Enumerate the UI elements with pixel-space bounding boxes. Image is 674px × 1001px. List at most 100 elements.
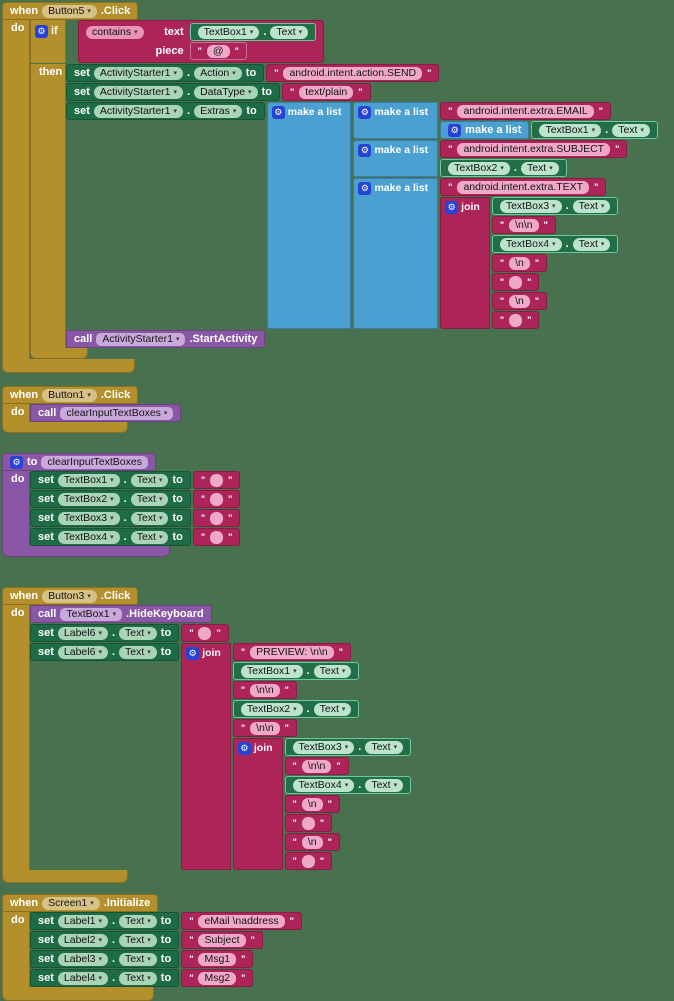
text-string-block[interactable]: \n\n (284, 757, 349, 775)
property-dropdown[interactable]: Text ▾ (119, 626, 157, 640)
list-spine[interactable]: ⚙ make a list (353, 102, 439, 139)
event-block-header[interactable]: when Screen1 ▾ .Initialize (2, 894, 159, 912)
property-dropdown[interactable]: Text ▾ (130, 511, 169, 525)
text-string-block[interactable]: \n\n (232, 719, 297, 737)
string-value[interactable]: \n\n (301, 759, 332, 773)
string-value[interactable]: \n (301, 835, 323, 849)
set-property-block[interactable]: set ActivityStarter1 ▾ . DataType ▾ to (66, 83, 280, 101)
component-dropdown[interactable]: Label4 ▾ (57, 971, 108, 985)
mutator-gear-icon[interactable]: ⚙ (448, 123, 462, 137)
property-dropdown[interactable]: DataType ▾ (194, 85, 258, 99)
getter-block[interactable]: TextBox2 ▾ . Text ▾ (232, 700, 360, 718)
set-property-block[interactable]: set Label2 ▾ . Text ▾ to (30, 931, 180, 949)
getter-block[interactable]: TextBox4 ▾ . Text ▾ (284, 776, 412, 794)
component-dropdown[interactable]: TextBox4 ▾ (57, 530, 120, 544)
set-property-block[interactable]: set TextBox2 ▾ . Text ▾ to (30, 490, 191, 508)
component-dropdown[interactable]: Button5 ▾ (42, 4, 97, 18)
text-string-block[interactable]: \n (284, 833, 340, 851)
component-dropdown[interactable]: ActivityStarter1 ▾ (93, 66, 184, 80)
component-dropdown[interactable]: TextBox1 ▾ (240, 664, 303, 678)
property-dropdown[interactable]: Text ▾ (572, 237, 611, 251)
string-value[interactable] (301, 854, 315, 868)
list-spine[interactable]: ⚙ make a list (353, 178, 439, 329)
text-string-block[interactable]: android.intent.extra.EMAIL (440, 102, 612, 120)
getter-block[interactable]: TextBox1 ▾ . Text ▾ (189, 23, 317, 41)
property-dropdown[interactable]: Text ▾ (313, 664, 352, 678)
join-block[interactable]: ⚙join TextBox3▾ . Text▾ \n\n Te (232, 738, 412, 870)
string-value[interactable] (210, 530, 224, 544)
mutator-gear-icon[interactable]: ⚙ (237, 741, 251, 755)
property-dropdown[interactable]: Text ▾ (365, 778, 404, 792)
string-value[interactable]: text/plain (299, 85, 354, 99)
text-string-block[interactable]: android.intent.action.SEND (266, 64, 440, 82)
component-dropdown[interactable]: TextBox1 ▾ (60, 607, 123, 621)
when-screen1-initialize-block[interactable]: when Screen1 ▾ .Initialize do set Label1 ▾… (2, 894, 302, 1001)
make-a-list-block[interactable]: ⚙ make a list TextBox1 ▾ . Text ▾ (440, 121, 658, 139)
event-block-foot[interactable] (2, 359, 135, 373)
getter-block[interactable]: TextBox2 ▾ . Text ▾ (440, 159, 567, 177)
make-a-list-block[interactable]: ⚙make a list android.intent.extra.EMAIL … (353, 102, 658, 139)
procedure-header[interactable]: ⚙ to clearInputTextBoxes (2, 453, 156, 471)
string-value[interactable] (210, 473, 224, 487)
when-button5-click-block[interactable]: when Button5 ▾ .Click do ⚙ if contains ▾ te… (2, 2, 658, 373)
getter-block[interactable]: TextBox1 ▾ . Text ▾ (531, 121, 658, 139)
if-spine[interactable]: ⚙ if (30, 20, 66, 63)
mutator-gear-icon[interactable]: ⚙ (10, 455, 23, 469)
text-string-block[interactable]: PREVIEW: \n\n (232, 643, 352, 661)
procedure-definition-block[interactable]: ⚙ to clearInputTextBoxes do set TextBox1… (2, 453, 241, 557)
set-property-block[interactable]: set Label3 ▾ . Text ▾ to (30, 950, 180, 968)
getter-block[interactable]: TextBox3 ▾ . Text ▾ (491, 197, 619, 215)
string-value[interactable]: Msg1 (198, 952, 237, 966)
do-spine[interactable]: do (2, 605, 30, 870)
component-dropdown[interactable]: Button3 ▾ (42, 589, 97, 603)
text-string-block[interactable]: Msg2 (181, 969, 254, 987)
property-dropdown[interactable]: Text ▾ (130, 492, 169, 506)
mutator-gear-icon[interactable]: ⚙ (358, 105, 372, 119)
string-value[interactable]: \n (301, 797, 323, 811)
string-value[interactable] (210, 492, 224, 506)
text-string-block[interactable] (284, 814, 333, 832)
component-dropdown[interactable]: ActivityStarter1 ▾ (93, 85, 184, 99)
mutator-gear-icon[interactable]: ⚙ (271, 105, 285, 119)
string-value[interactable]: Subject (198, 933, 246, 947)
text-string-block[interactable]: @ (189, 42, 247, 60)
string-value[interactable]: PREVIEW: \n\n (250, 645, 334, 659)
text-string-block[interactable]: text/plain (281, 83, 371, 101)
property-dropdown[interactable]: Text ▾ (612, 123, 650, 137)
join-block[interactable]: ⚙ join TextBox3 ▾ . Text ▾ (440, 197, 619, 329)
text-string-block[interactable]: eMail \naddress (181, 912, 302, 930)
property-dropdown[interactable]: Text ▾ (119, 933, 157, 947)
property-dropdown[interactable]: Action ▾ (194, 66, 242, 80)
text-string-block[interactable] (192, 528, 241, 546)
set-property-block[interactable]: set ActivityStarter1 ▾ . Extras ▾ to (66, 102, 265, 120)
property-dropdown[interactable]: Text ▾ (119, 971, 157, 985)
component-dropdown[interactable]: Screen1 ▾ (42, 896, 100, 910)
component-dropdown[interactable]: TextBox3 ▾ (57, 511, 120, 525)
if-block[interactable]: ⚙ if contains ▾ text TextBox1 ▾ . Text ▾ pie… (30, 20, 658, 359)
string-value[interactable] (198, 626, 212, 640)
list-spine[interactable]: ⚙ make a list (266, 102, 352, 329)
set-property-block[interactable]: set TextBox3 ▾ . Text ▾ to (30, 509, 191, 527)
if-block-foot[interactable] (30, 348, 88, 359)
component-dropdown[interactable]: Button1 ▾ (42, 388, 97, 402)
property-dropdown[interactable]: Extras ▾ (194, 104, 243, 118)
text-string-block[interactable]: \n\n (232, 681, 297, 699)
string-value[interactable]: android.intent.extra.SUBJECT (457, 142, 611, 156)
text-string-block[interactable] (192, 490, 241, 508)
getter-block[interactable]: TextBox4 ▾ . Text ▾ (491, 235, 619, 253)
component-dropdown[interactable]: ActivityStarter1 ▾ (96, 332, 186, 346)
component-dropdown[interactable]: TextBox3 ▾ (499, 199, 562, 213)
text-string-block[interactable] (491, 311, 540, 329)
text-string-block[interactable] (181, 624, 229, 642)
component-dropdown[interactable]: Label6 ▾ (57, 626, 108, 640)
procedure-foot[interactable] (2, 546, 170, 557)
list-spine[interactable]: ⚙ make a list (353, 140, 439, 177)
set-property-block[interactable]: set Label4 ▾ . Text ▾ to (30, 969, 180, 987)
string-value[interactable]: android.intent.action.SEND (283, 66, 423, 80)
text-string-block[interactable]: \n (491, 254, 548, 272)
component-dropdown[interactable]: TextBox2 ▾ (57, 492, 120, 506)
string-value[interactable]: @ (206, 44, 230, 58)
string-value[interactable]: android.intent.extra.EMAIL (457, 104, 594, 118)
string-value[interactable]: eMail \naddress (198, 914, 285, 928)
